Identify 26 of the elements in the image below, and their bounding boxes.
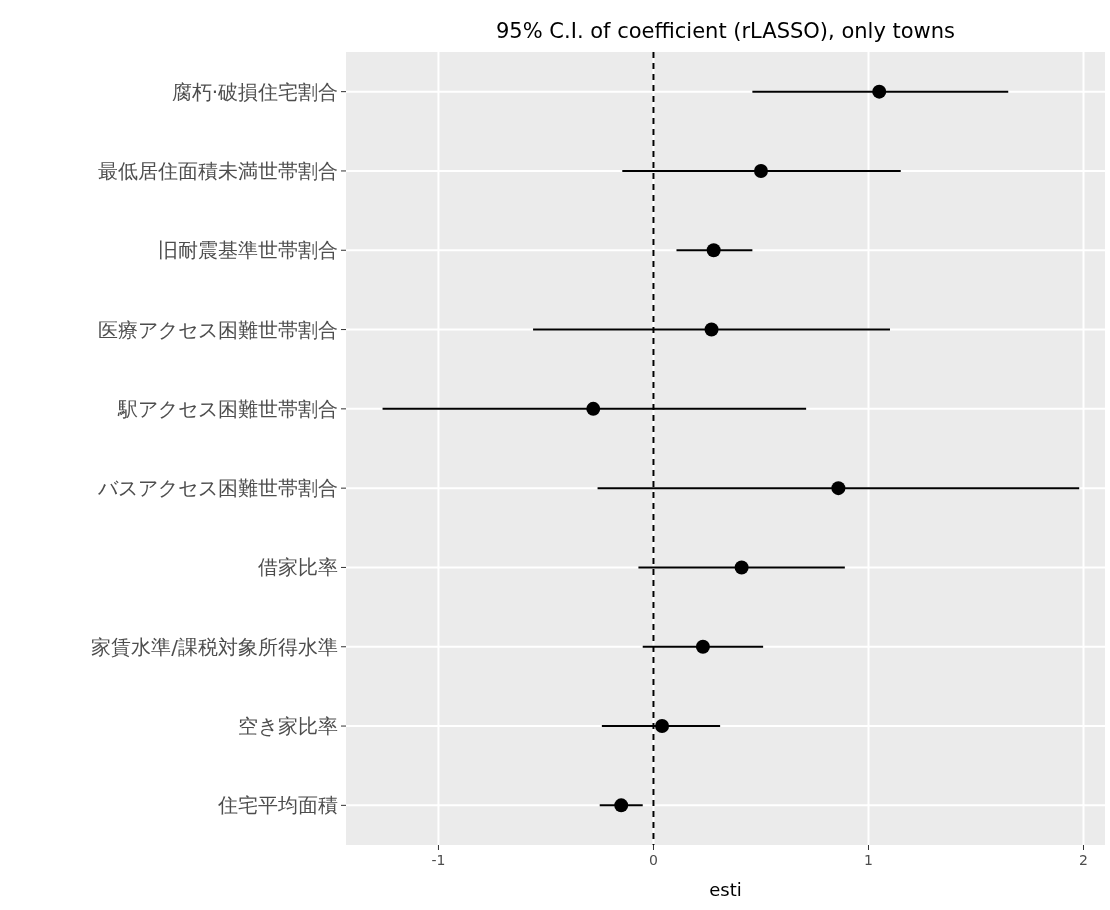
point: [655, 719, 670, 734]
point: [695, 639, 710, 654]
x-tick-label: 0: [649, 852, 658, 868]
point: [872, 84, 887, 99]
y-tick-label: 医療アクセス困難世帯割合: [98, 317, 338, 342]
y-tick-label: 空き家比率: [238, 714, 338, 739]
y-tick-label: バスアクセス困難世帯割合: [97, 476, 338, 501]
y-tick-label: 最低居住面積未満世帯割合: [98, 158, 338, 183]
y-tick-label: 借家比率: [258, 555, 338, 580]
point: [586, 401, 601, 416]
y-tick-label: 家賃水準/課税対象所得水準: [91, 634, 338, 659]
point: [614, 798, 629, 813]
x-axis-title: esti: [709, 879, 742, 900]
x-tick-label: -1: [431, 852, 446, 868]
point: [753, 163, 768, 178]
y-tick-label: 旧耐震基準世帯割合: [158, 238, 338, 263]
y-tick-label: 駅アクセス困難世帯割合: [117, 396, 338, 421]
y-tick-label: 住宅平均面積: [217, 793, 338, 818]
chart-title: 95% C.I. of coefficient (rLASSO), only towns: [496, 19, 955, 43]
point: [706, 243, 721, 258]
x-tick-label: 2: [1079, 852, 1088, 868]
point: [734, 560, 749, 575]
y-tick-label: 腐朽·破損住宅割合: [171, 79, 338, 104]
point: [704, 322, 719, 337]
x-tick-label: 1: [864, 852, 873, 868]
point: [831, 481, 846, 496]
